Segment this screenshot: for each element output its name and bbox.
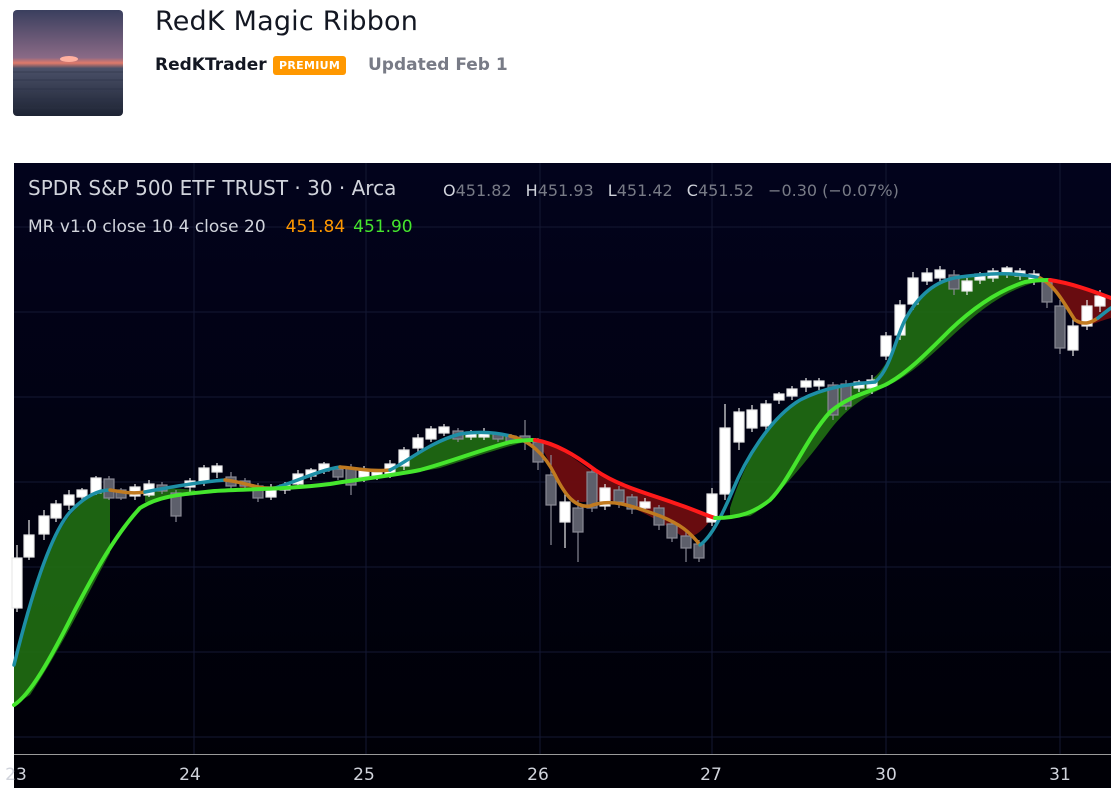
open-value: 451.82: [455, 181, 512, 200]
candle: [907, 272, 919, 310]
candle: [412, 434, 424, 452]
candle: [773, 392, 785, 404]
candle: [786, 386, 798, 400]
fast-line-down: [108, 488, 147, 495]
candle: [438, 424, 450, 436]
slow-line-up: [713, 278, 1052, 520]
indicator-legend[interactable]: MR v1.0 close 10 4 close 20 451.84 451.90: [28, 217, 413, 237]
candle: [733, 408, 745, 450]
fast-line-up: [698, 272, 1042, 547]
candle: [211, 463, 223, 478]
fast-line: [12, 272, 1111, 667]
candle: [760, 400, 772, 430]
candle: [813, 378, 825, 390]
close-label: C: [686, 181, 698, 200]
ribbon-fill-down: [240, 280, 1111, 537]
symbol-title[interactable]: SPDR S&P 500 ETF TRUST · 30 · Arca: [28, 176, 397, 200]
script-thumbnail[interactable]: [13, 10, 123, 116]
fast-line-down: [508, 434, 702, 547]
grid-lines: [14, 163, 1111, 754]
candle: [880, 332, 892, 360]
candle: [800, 378, 812, 392]
candle: [50, 500, 62, 522]
candle: [961, 278, 973, 295]
slow-line-down: [1048, 278, 1111, 300]
candle: [559, 490, 571, 548]
time-tick: 27: [700, 765, 722, 785]
candle: [921, 268, 933, 285]
time-tick: 31: [1049, 765, 1071, 785]
indicator-value-fast: 451.84: [285, 217, 346, 237]
fast-line-up: [143, 478, 227, 494]
time-tick: 24: [179, 765, 201, 785]
open-label: O: [443, 181, 456, 200]
author-link[interactable]: RedKTrader: [155, 55, 267, 75]
candle: [76, 488, 88, 500]
time-tick: 26: [527, 765, 549, 785]
premium-badge: PREMIUM: [273, 56, 347, 75]
time-tick: 23: [5, 765, 27, 785]
candle: [143, 480, 155, 497]
time-tick: 25: [353, 765, 375, 785]
candle: [706, 488, 718, 526]
close-value: 451.52: [697, 181, 754, 200]
candle: [626, 494, 638, 514]
fast-line-down: [338, 465, 392, 473]
candle: [23, 520, 35, 560]
fast-line-up: [12, 488, 112, 667]
candle: [746, 405, 758, 432]
indicator-title[interactable]: MR v1.0 close 10 4 close 20: [28, 217, 266, 237]
candle: [1067, 318, 1079, 356]
fast-line-up: [388, 430, 512, 472]
low-label: L: [607, 181, 617, 200]
candle: [948, 270, 960, 295]
low-value: 451.42: [616, 181, 673, 200]
candle: [719, 404, 731, 500]
script-title: RedK Magic Ribbon: [155, 6, 419, 37]
slow-line-down: [533, 438, 717, 520]
candle: [572, 500, 584, 562]
candle: [666, 520, 678, 542]
candle: [1081, 300, 1093, 330]
candle: [1054, 300, 1066, 354]
updated-date: Updated Feb 1: [368, 55, 508, 75]
time-axis[interactable]: [14, 754, 1111, 788]
fast-line-down: [1038, 276, 1100, 325]
candle: [599, 484, 611, 510]
time-tick: 30: [875, 765, 897, 785]
indicator-value-slow: 451.90: [353, 217, 413, 237]
ohlc-values: O451.82 H451.93 L451.42 C451.52 −0.30 (−…: [443, 181, 908, 200]
candle: [680, 530, 692, 562]
candle: [425, 426, 437, 442]
high-label: H: [525, 181, 538, 200]
high-value: 451.93: [537, 181, 594, 200]
change-value: −0.30 (−0.07%): [768, 181, 899, 200]
candle: [63, 490, 75, 510]
candle: [103, 476, 115, 500]
candle: [38, 510, 50, 540]
fast-line-up: [1096, 306, 1111, 320]
slow-line: [12, 278, 1111, 707]
slow-line-up: [12, 438, 537, 707]
candle: [11, 545, 23, 612]
fast-line-up: [273, 465, 342, 490]
candle: [934, 266, 946, 282]
